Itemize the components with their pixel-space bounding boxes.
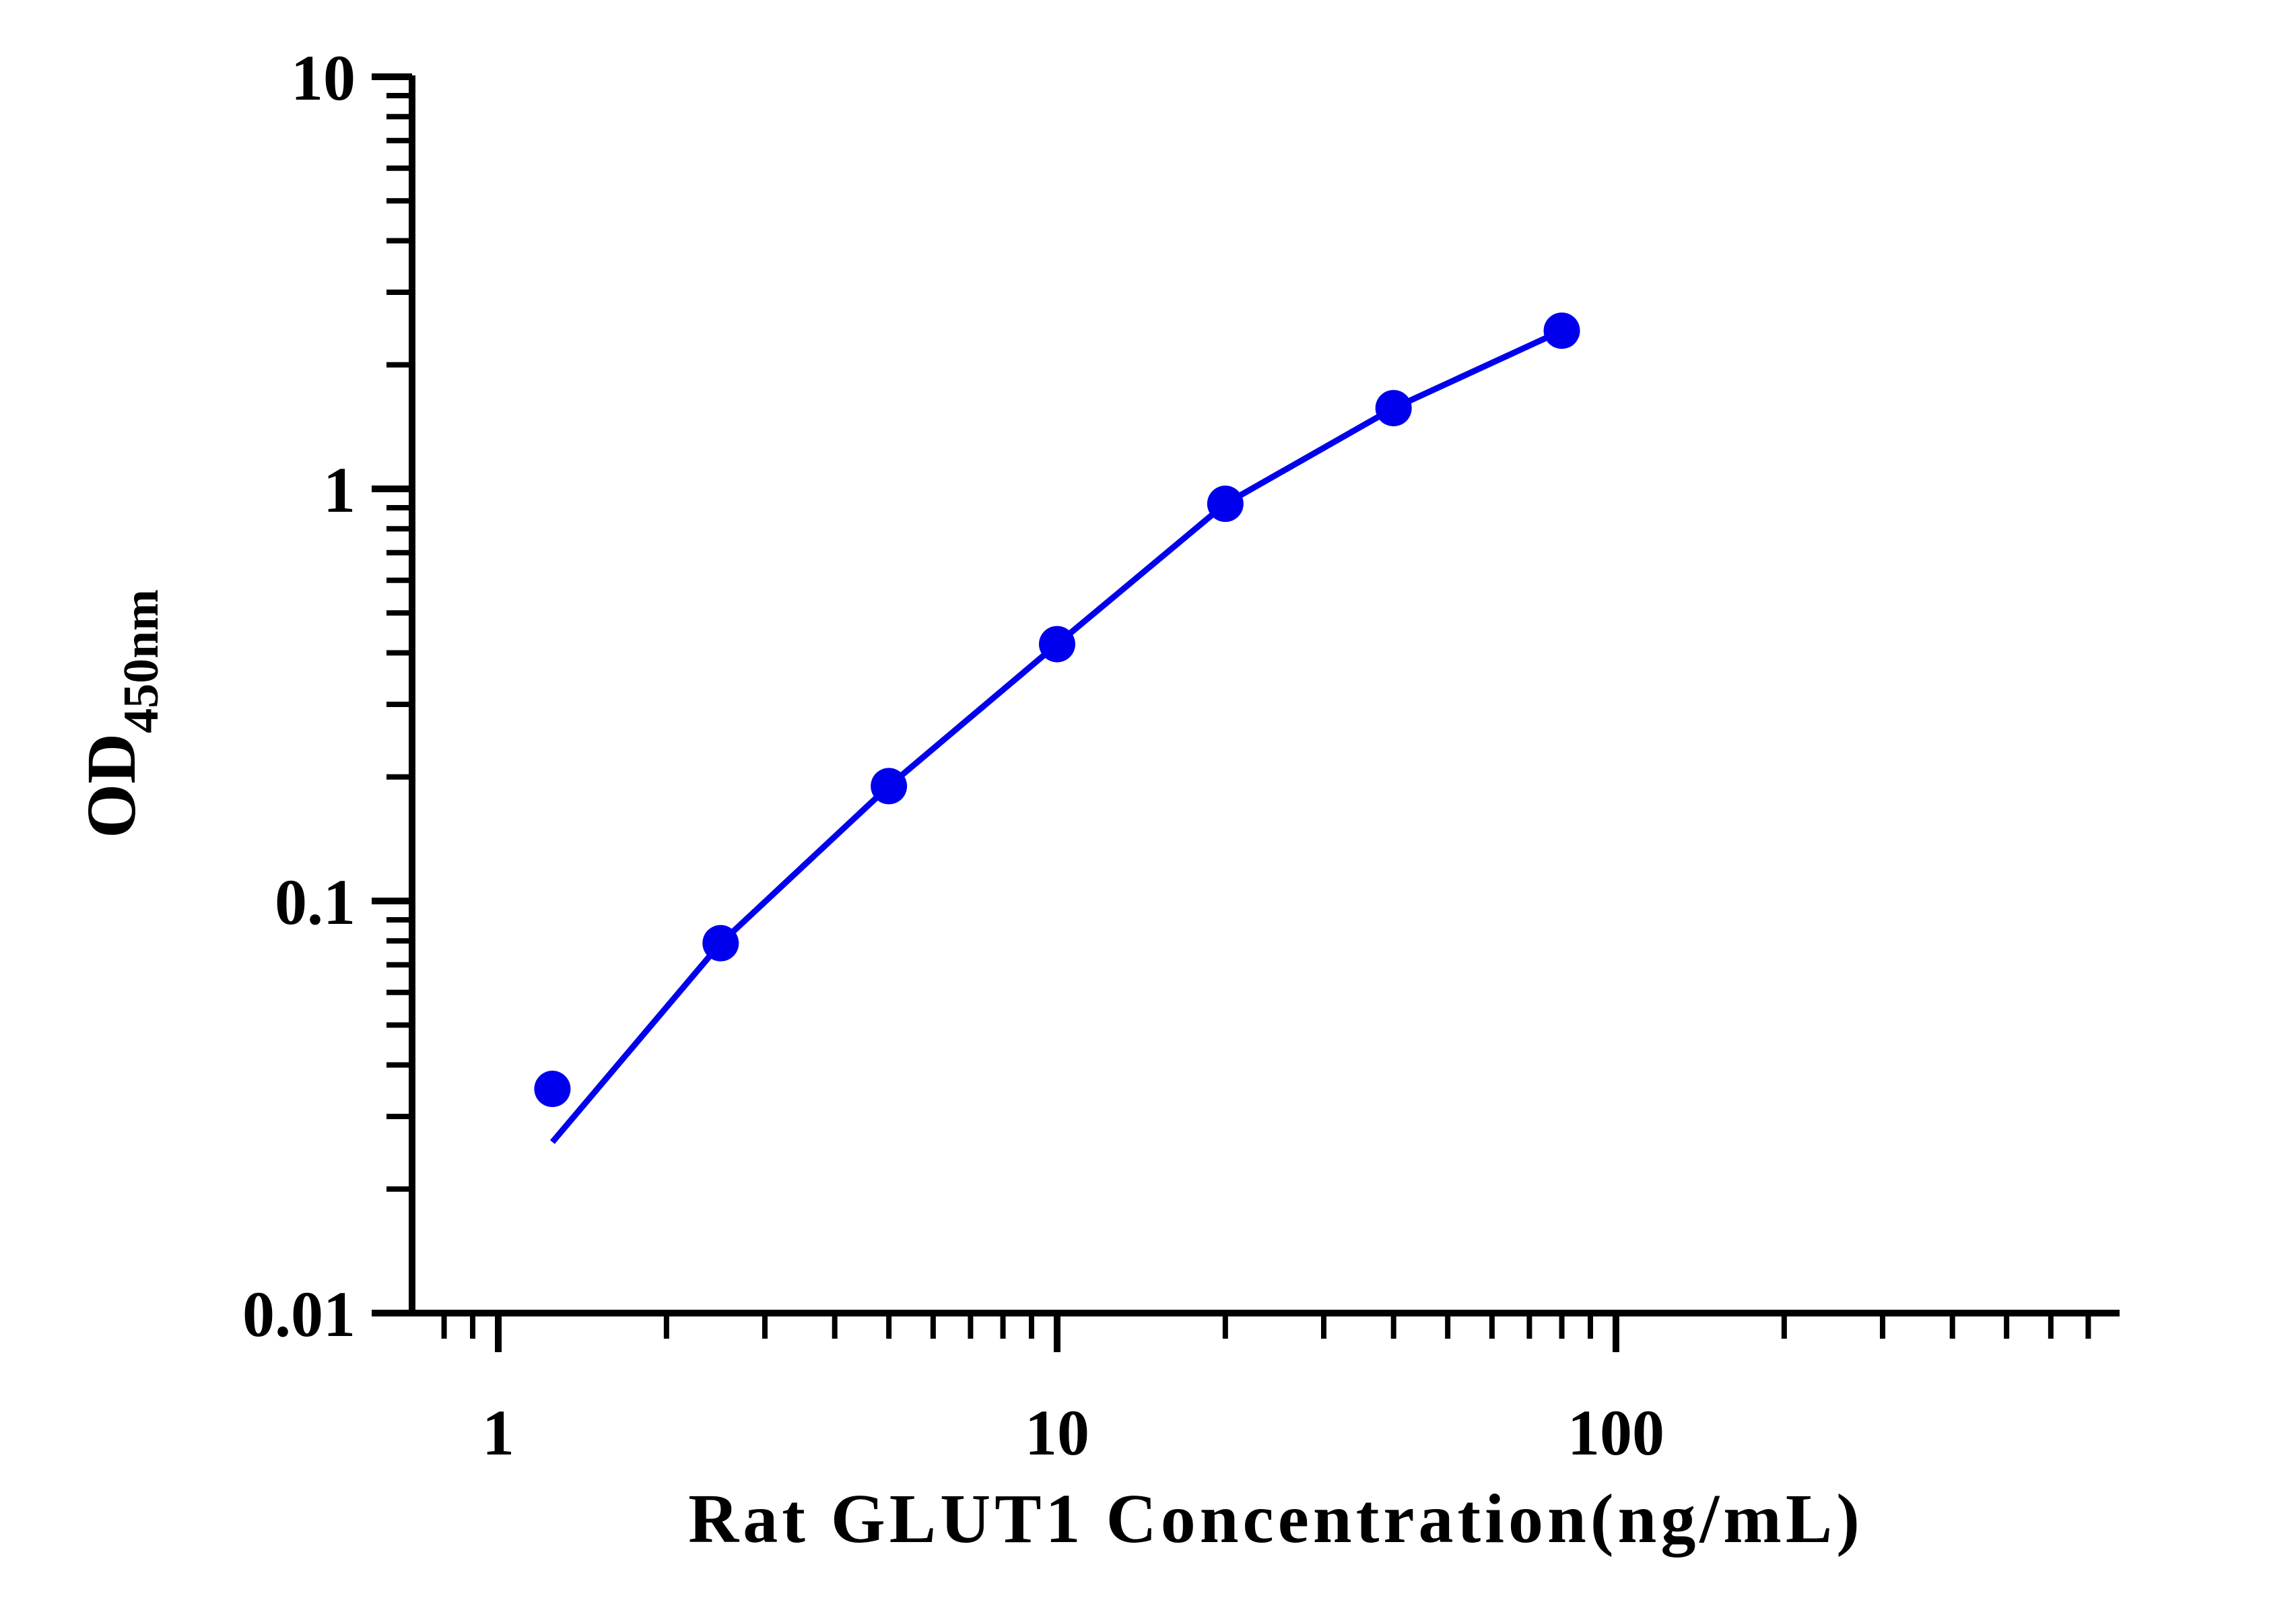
fit-curve-group <box>549 328 1563 1144</box>
y-axis-title-subscript: 450nm <box>114 589 169 733</box>
x-tick-label: 100 <box>1567 1397 1664 1469</box>
data-point <box>1375 390 1412 427</box>
x-axis-title: Rat GLUT1 Concentration(ng/mL) <box>688 1480 1864 1558</box>
data-point <box>702 925 739 962</box>
y-axis-title: OD450nm <box>73 589 169 838</box>
x-tick-label: 10 <box>1025 1397 1089 1469</box>
y-axis-title-main: OD <box>73 733 150 838</box>
y-tick-label: 0.01 <box>242 1278 356 1350</box>
axes <box>409 75 2120 1316</box>
data-point <box>1543 312 1580 349</box>
y-tick-label: 10 <box>291 42 356 114</box>
data-point <box>534 1071 571 1108</box>
data-point <box>1207 486 1244 523</box>
data-points <box>534 312 1580 1108</box>
x-axis-ticks: 1 10 100 <box>441 1313 2091 1469</box>
y-tick-label: 1 <box>323 454 356 526</box>
y-axis-ticks: 0.01 0.1 1 10 <box>242 42 412 1350</box>
data-point <box>871 768 908 805</box>
x-tick-label: 1 <box>482 1397 514 1469</box>
y-tick-label: 0.1 <box>275 866 356 938</box>
data-point <box>1039 626 1075 663</box>
fit-curve <box>549 328 1563 1144</box>
